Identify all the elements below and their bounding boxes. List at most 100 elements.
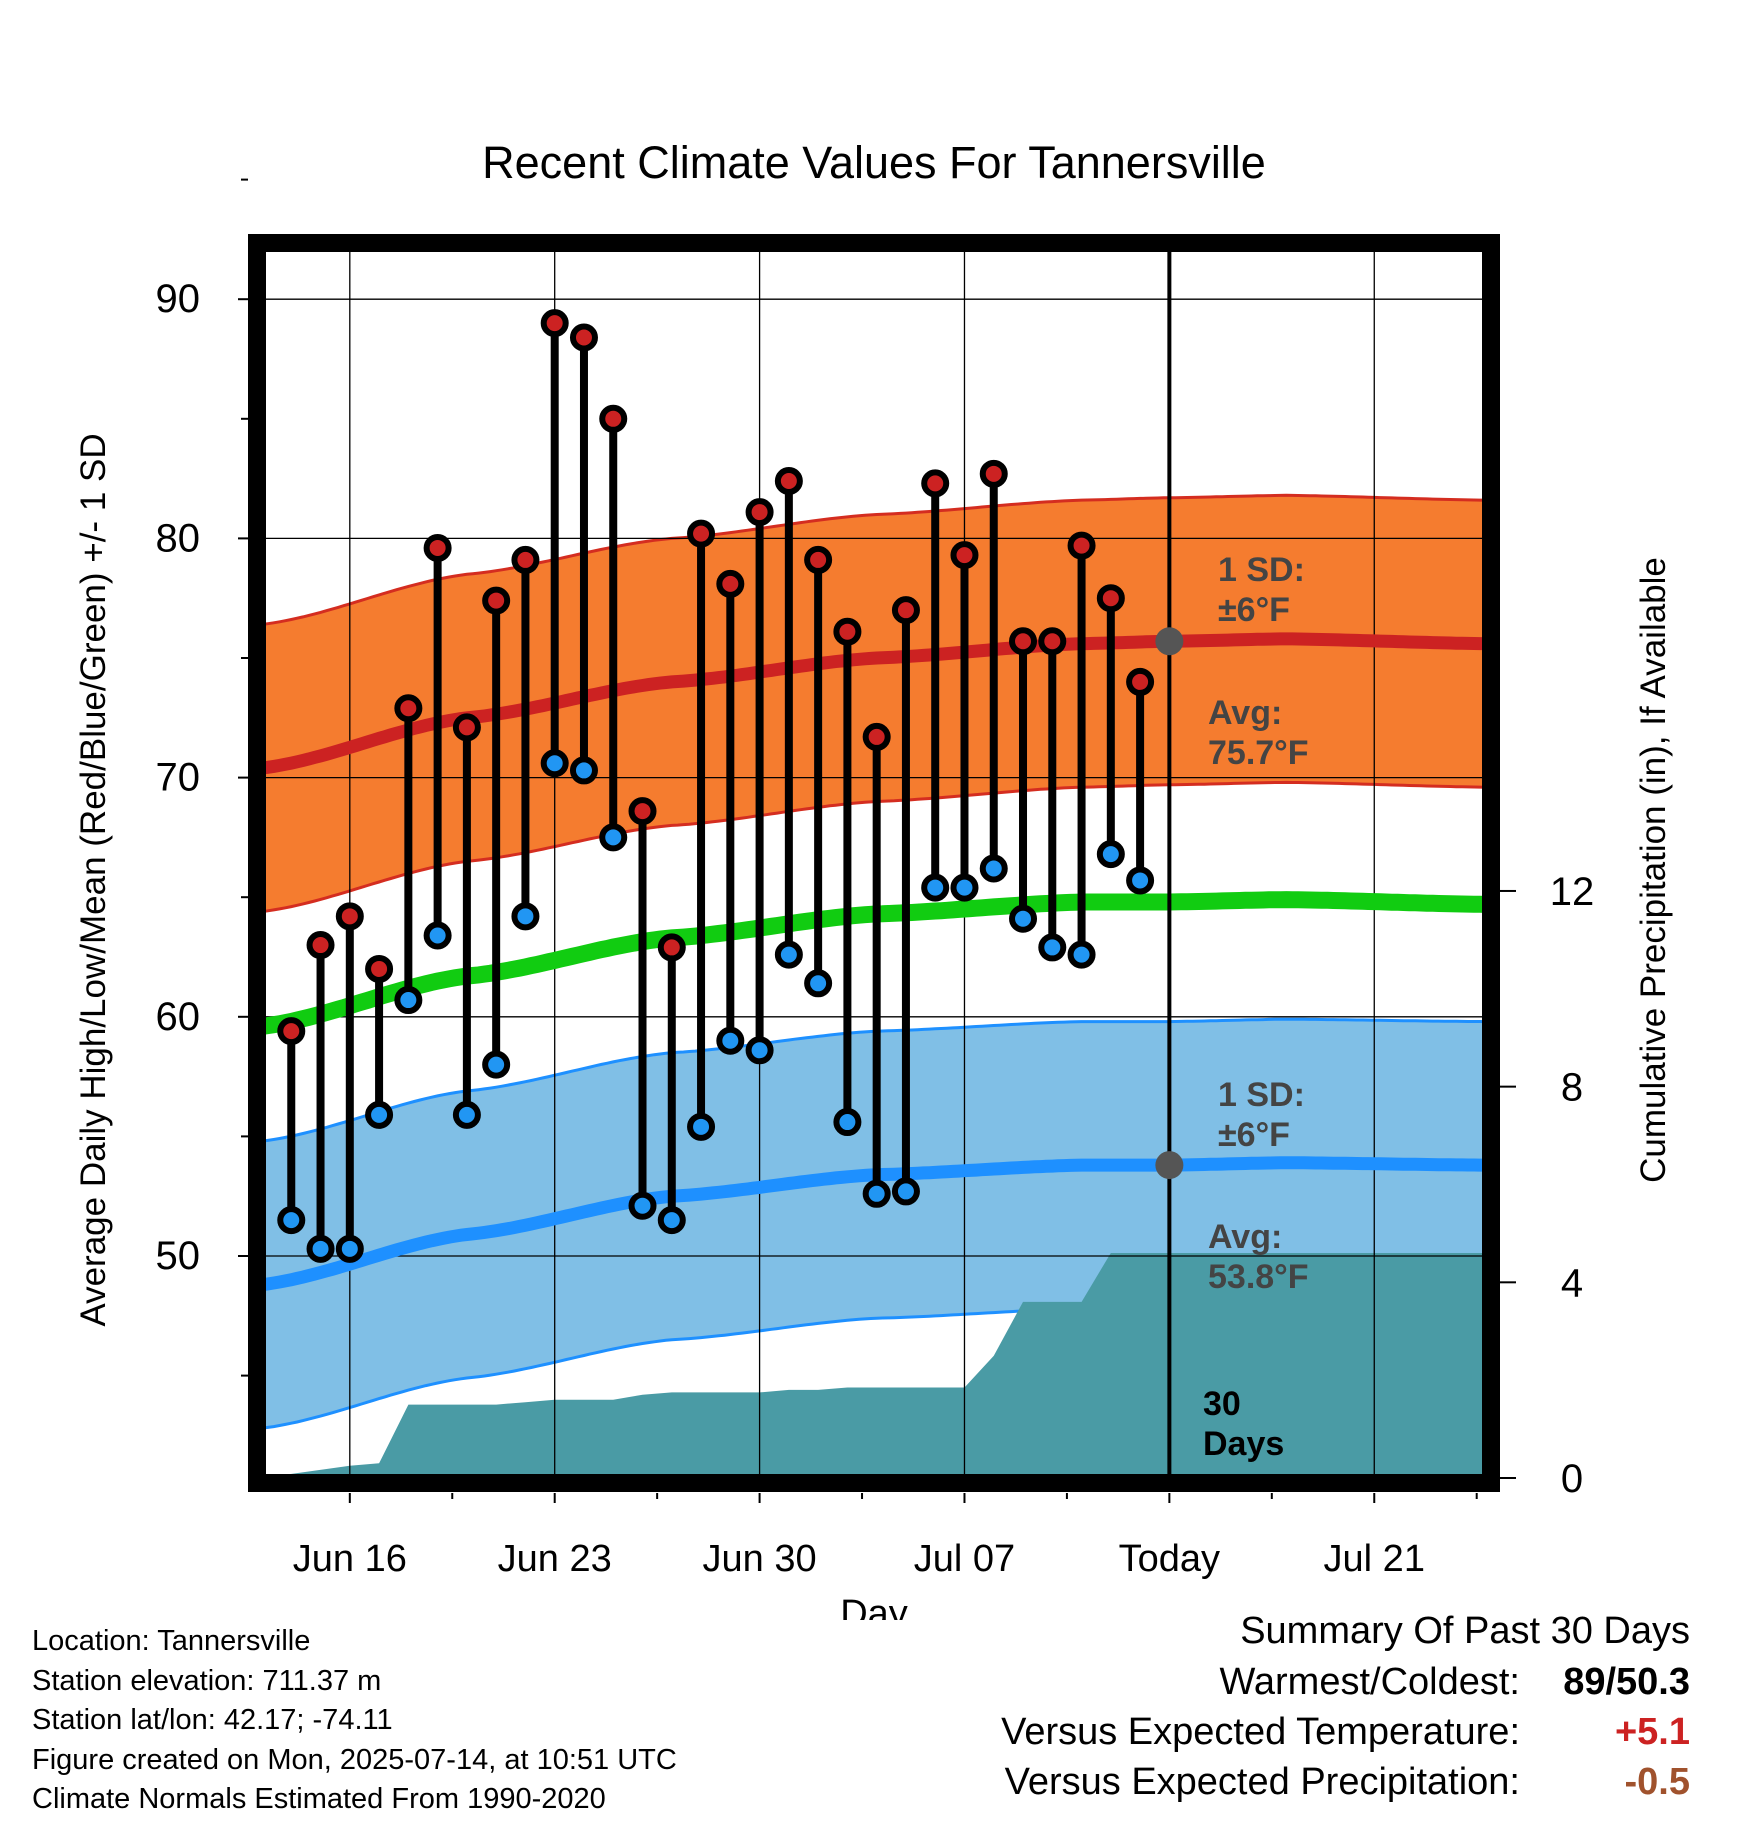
high-sd-annotation-line: 1 SD: — [1218, 551, 1305, 589]
y2-tick-label: 8 — [1561, 1066, 1583, 1110]
y2-tick-label: 12 — [1550, 870, 1595, 914]
low-point — [452, 1100, 481, 1129]
warmest-label: Warmest/Coldest: — [1219, 1661, 1520, 1703]
low-avg-annotation-line: Avg: — [1208, 1218, 1282, 1256]
low-point — [745, 1036, 774, 1065]
high-point — [335, 902, 364, 931]
high-point — [657, 933, 686, 962]
low-point — [277, 1206, 306, 1235]
y-tick-label: 90 — [156, 277, 201, 321]
high-point — [1038, 627, 1067, 656]
elevation-text: Station elevation: 711.37 m — [32, 1664, 382, 1697]
high-point — [394, 694, 423, 723]
y-axis-label: Average Daily High/Low/Mean (Red/Blue/Gr… — [74, 433, 113, 1326]
normals-text: Climate Normals Estimated From 1990-2020 — [32, 1783, 606, 1815]
x-tick-label: Jul 21 — [1324, 1538, 1425, 1580]
created-text: Figure created on Mon, 2025-07-14, at 10… — [32, 1743, 677, 1776]
high-sd-upper-edge — [262, 493, 1486, 626]
low-sd-annotation: 1 SD: ±6°F — [1218, 1076, 1305, 1154]
x-tick-label: Jun 30 — [703, 1538, 817, 1580]
high-sd-annotation-line: ±6°F — [1218, 591, 1290, 629]
low-point — [394, 986, 423, 1015]
high-point — [306, 931, 335, 960]
summary-title: Summary Of Past 30 Days — [1240, 1610, 1690, 1652]
high-point — [1009, 627, 1038, 656]
low-point — [687, 1112, 716, 1141]
low-point — [335, 1234, 364, 1263]
y2-axis-label: Cumulative Precipitation (in), If Availa… — [1634, 557, 1673, 1183]
low-point — [833, 1108, 862, 1137]
climate-chart: Recent Climate Values For Tannersville 1… — [74, 137, 1673, 1620]
low-point — [716, 1026, 745, 1055]
low-avg-annotation: Avg: 53.8°F — [1208, 1218, 1309, 1296]
x-tick-label: Jul 07 — [914, 1538, 1015, 1580]
low-point — [569, 756, 598, 785]
summary-row-warmest: Warmest/Coldest: 89/50.3 — [790, 1661, 1690, 1711]
y-tick-label: 70 — [156, 756, 201, 800]
x-tick-label: Jun 16 — [293, 1538, 407, 1580]
high-avg-marker — [1155, 627, 1184, 656]
high-sd-annotation: 1 SD: ±6°F — [1218, 551, 1305, 629]
low-point — [921, 873, 950, 902]
y2-tick-label: 4 — [1561, 1261, 1583, 1305]
high-point — [540, 309, 569, 338]
low-point — [511, 902, 540, 931]
low-point — [1038, 933, 1067, 962]
high-point — [716, 569, 745, 598]
low-point — [365, 1100, 394, 1129]
warmest-value: 89/50.3 — [1563, 1661, 1690, 1703]
y-tick-label: 60 — [156, 995, 201, 1039]
high-avg-annotation-line: 75.7°F — [1208, 734, 1309, 772]
precip-value: -0.5 — [1624, 1761, 1690, 1803]
high-point — [628, 797, 657, 826]
high-point — [862, 722, 891, 751]
low-point — [1067, 940, 1096, 969]
summary-row-precip: Versus Expected Precipitation: -0.5 — [790, 1761, 1690, 1811]
high-point — [511, 545, 540, 574]
low-sd-annotation-line: ±6°F — [1218, 1116, 1290, 1154]
low-point — [306, 1234, 335, 1263]
plot-frame — [248, 234, 1500, 1492]
low-point — [482, 1050, 511, 1079]
high-point — [569, 323, 598, 352]
high-avg-annotation-line: Avg: — [1208, 694, 1282, 732]
low-point — [862, 1179, 891, 1208]
high-point — [482, 586, 511, 615]
temp-value: +5.1 — [1614, 1711, 1690, 1753]
high-point — [774, 466, 803, 495]
window-annotation-line: 30 — [1203, 1385, 1241, 1423]
location-text: Location: Tannersville — [32, 1625, 311, 1657]
precip-label: Versus Expected Precipitation: — [1004, 1761, 1520, 1803]
high-point — [804, 545, 833, 574]
high-point — [950, 541, 979, 570]
window-annotation: 30 Days — [1203, 1385, 1284, 1463]
temp-label: Versus Expected Temperature: — [1001, 1711, 1520, 1753]
y2-tick-label: 0 — [1561, 1457, 1583, 1501]
chart-title: Recent Climate Values For Tannersville — [482, 137, 1266, 188]
summary-row-temp: Versus Expected Temperature: +5.1 — [790, 1711, 1690, 1761]
low-sd-band — [262, 1019, 1486, 1429]
low-point — [804, 969, 833, 998]
x-axis-label: Day — [840, 1593, 908, 1620]
high-point — [1096, 584, 1125, 613]
low-point — [423, 921, 452, 950]
low-point — [599, 823, 628, 852]
high-avg-annotation: Avg: 75.7°F — [1208, 694, 1309, 772]
high-point — [452, 713, 481, 742]
low-point — [657, 1206, 686, 1235]
low-point — [540, 749, 569, 778]
high-point — [891, 596, 920, 625]
low-point — [1009, 904, 1038, 933]
high-point — [1126, 667, 1155, 696]
y-tick-label: 50 — [156, 1234, 201, 1278]
high-point — [921, 469, 950, 498]
high-point — [833, 617, 862, 646]
low-point — [628, 1191, 657, 1220]
summary-panel: Summary Of Past 30 Days Warmest/Coldest:… — [790, 1610, 1690, 1811]
high-point — [599, 404, 628, 433]
low-avg-annotation-line: 53.8°F — [1208, 1258, 1309, 1296]
high-point — [745, 498, 774, 527]
latlon-text: Station lat/lon: 42.17; -74.11 — [32, 1704, 393, 1736]
x-tick-label: Jun 23 — [498, 1538, 612, 1580]
